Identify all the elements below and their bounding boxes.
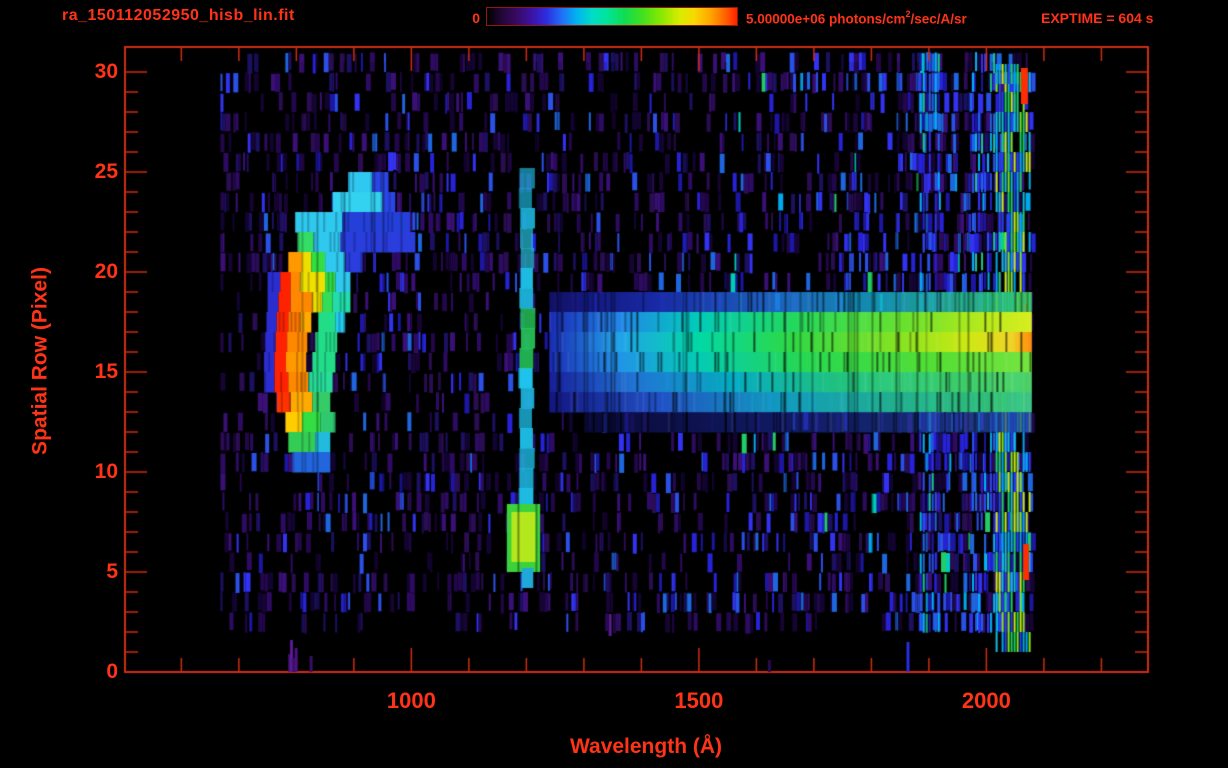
- plot-title: ra_150112052950_hisb_lin.fit: [62, 7, 295, 24]
- y-axis-tick-label: 25: [94, 160, 118, 183]
- y-axis-tick-label: 15: [94, 360, 118, 383]
- colorbar-max-label: 5.00000e+06 photons/cm2/sec/A/sr: [746, 9, 967, 27]
- y-axis-tick-label: 10: [94, 460, 118, 483]
- x-axis-tick-label: 1000: [386, 688, 436, 713]
- y-axis-tick-label: 5: [106, 560, 118, 583]
- y-axis-tick-label: 30: [94, 60, 118, 83]
- colorbar-max-prefix: 5.00000e+06 photons/cm: [746, 11, 906, 27]
- colorbar-max-suffix: /sec/A/sr: [910, 11, 967, 27]
- colorbar-max-superscript: 2: [905, 9, 911, 19]
- x-axis-tick-label: 2000: [961, 688, 1011, 713]
- colorbar-gradient: [486, 7, 738, 26]
- colorbar-min-label: 0: [472, 10, 480, 26]
- x-axis-title: Wavelength (Å): [569, 735, 723, 758]
- exposure-time-label: EXPTIME = 604 s: [1041, 10, 1154, 26]
- x-axis-tick-label: 1500: [674, 688, 724, 713]
- y-axis-tick-label: 0: [106, 660, 118, 683]
- y-axis-title: Spatial Row (Pixel): [28, 267, 52, 455]
- y-axis-tick-label: 20: [94, 260, 118, 283]
